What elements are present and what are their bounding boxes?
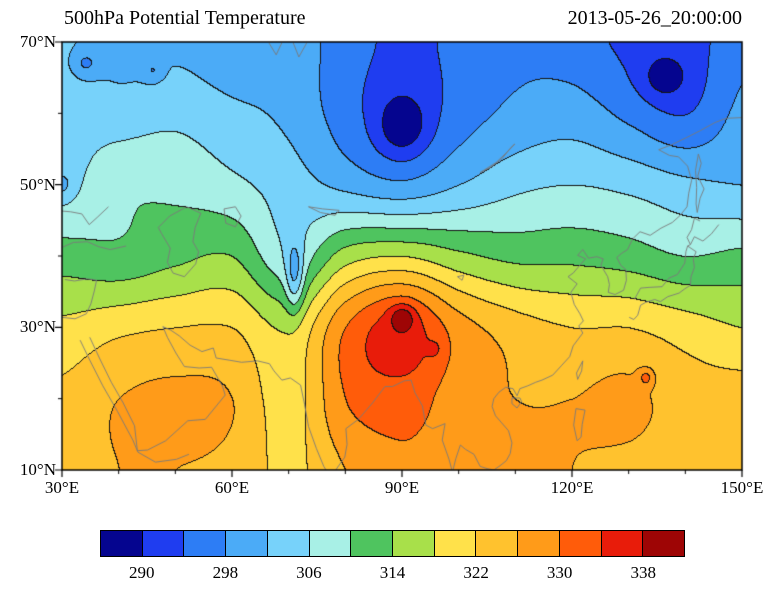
colorbar-label: 290 — [129, 563, 155, 582]
colorbar — [100, 530, 686, 557]
chart-timestamp: 2013-05-26_20:00:00 — [567, 7, 742, 29]
colorbar-cell — [559, 530, 602, 557]
colorbar-cell — [267, 530, 310, 557]
x-tick-label: 30°E — [44, 478, 80, 497]
colorbar-cell — [142, 530, 185, 557]
colorbar-cell — [351, 530, 394, 557]
colorbar-cell — [643, 530, 686, 557]
colorbar-label: 330 — [546, 563, 573, 582]
y-tick-label: 70°N — [19, 32, 56, 51]
chart-title: 500hPa Potential Temperature — [64, 7, 306, 29]
colorbar-cell — [309, 530, 352, 557]
colorbar-cell — [184, 530, 227, 557]
x-tick-label: 90°E — [384, 478, 420, 497]
x-tick-label: 150°E — [720, 478, 764, 497]
colorbar-cell — [100, 530, 143, 557]
x-tick-label: 120°E — [550, 478, 594, 497]
y-tick-label: 50°N — [19, 174, 56, 194]
colorbar-cell — [518, 530, 560, 557]
y-tick-label: 10°N — [19, 460, 56, 479]
colorbar-cell — [393, 530, 435, 557]
colorbar-cell — [434, 530, 477, 557]
colorbar-cell — [226, 530, 268, 557]
y-tick-label: 30°N — [19, 317, 56, 337]
colorbar-cell — [601, 530, 644, 557]
colorbar-cell — [476, 530, 519, 557]
colorbar-label: 338 — [630, 563, 656, 582]
colorbar-label: 314 — [379, 563, 406, 582]
colorbar-label: 322 — [463, 563, 489, 582]
colorbar-label: 306 — [296, 563, 322, 582]
colorbar-label: 298 — [212, 563, 239, 582]
x-tick-label: 60°E — [214, 478, 250, 497]
